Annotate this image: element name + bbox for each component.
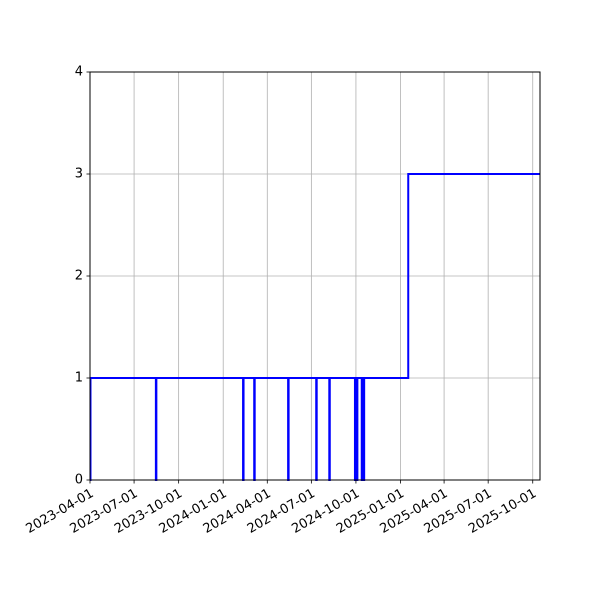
x-axis: 2023-04-012023-07-012023-10-012024-01-01… [23,480,539,537]
y-tick-label: 4 [75,65,83,80]
y-axis: 0 1 2 3 4 [75,65,90,488]
y-tick-label: 0 [75,473,83,488]
series-layer [89,173,540,481]
series-line [89,173,540,481]
y-tick-label: 3 [75,167,83,182]
grid-lines [89,71,540,481]
y-tick-label: 2 [75,269,83,284]
y-tick-label: 1 [75,371,83,386]
